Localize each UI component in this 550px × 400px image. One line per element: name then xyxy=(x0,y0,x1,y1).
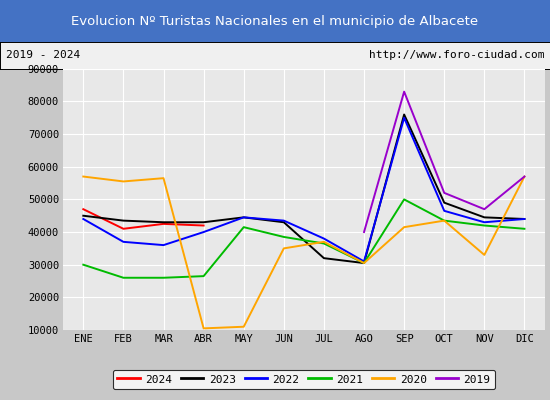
Text: Evolucion Nº Turistas Nacionales en el municipio de Albacete: Evolucion Nº Turistas Nacionales en el m… xyxy=(72,14,478,28)
Text: 2019 - 2024: 2019 - 2024 xyxy=(6,50,80,60)
Legend: 2024, 2023, 2022, 2021, 2020, 2019: 2024, 2023, 2022, 2021, 2020, 2019 xyxy=(113,370,495,389)
Text: http://www.foro-ciudad.com: http://www.foro-ciudad.com xyxy=(369,50,544,60)
